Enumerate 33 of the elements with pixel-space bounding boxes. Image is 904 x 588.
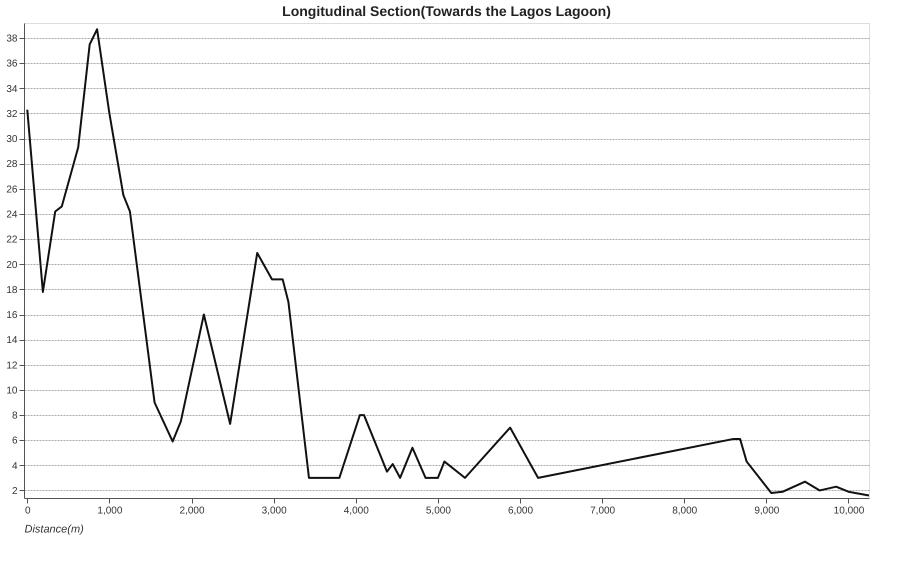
x-tick-label: 10,000 bbox=[834, 506, 865, 516]
y-tick-label: 8 bbox=[12, 410, 18, 422]
y-tick-label: 30 bbox=[6, 134, 18, 146]
y-tick-label: 12 bbox=[6, 360, 18, 372]
x-tick-label: 9,000 bbox=[754, 506, 780, 516]
x-tick-label: 7,000 bbox=[590, 506, 616, 516]
y-tick-label: 22 bbox=[6, 234, 18, 246]
x-tick-label: 5,000 bbox=[426, 506, 452, 516]
y-tick-label: 14 bbox=[6, 335, 18, 346]
x-tick-label: 1,000 bbox=[97, 506, 123, 516]
x-tick-label: 4,000 bbox=[344, 506, 370, 516]
y-tick-label: 20 bbox=[6, 260, 18, 271]
line-series bbox=[26, 28, 870, 496]
y-tick-label: 24 bbox=[6, 210, 18, 221]
x-tick-label: 0 bbox=[25, 506, 32, 516]
y-tick-label: 4 bbox=[12, 460, 18, 472]
x-tick-label: 8,000 bbox=[672, 506, 698, 516]
y-tick-label: 16 bbox=[6, 310, 18, 322]
y-tick-label: 28 bbox=[6, 159, 18, 170]
chart-title: Longitudinal Section(Towards the Lagos Lagoon) bbox=[282, 3, 611, 19]
y-tick-label: 6 bbox=[12, 436, 18, 447]
y-tick-label: 10 bbox=[6, 385, 18, 396]
y-tick-label: 18 bbox=[6, 284, 18, 296]
x-tick-label: 6,000 bbox=[508, 506, 534, 516]
x-axis-title: Distance(m) bbox=[24, 524, 84, 536]
x-tick-label: 2,000 bbox=[180, 506, 205, 516]
y-tick-label: 2 bbox=[12, 486, 18, 497]
y-tick-label: 26 bbox=[6, 184, 18, 196]
y-tick-label: 32 bbox=[6, 108, 18, 120]
y-tick-label: 34 bbox=[6, 84, 18, 95]
y-tick-label: 36 bbox=[6, 58, 18, 70]
y-tick-label: 38 bbox=[6, 34, 18, 45]
x-tick-label: 3,000 bbox=[262, 506, 288, 516]
